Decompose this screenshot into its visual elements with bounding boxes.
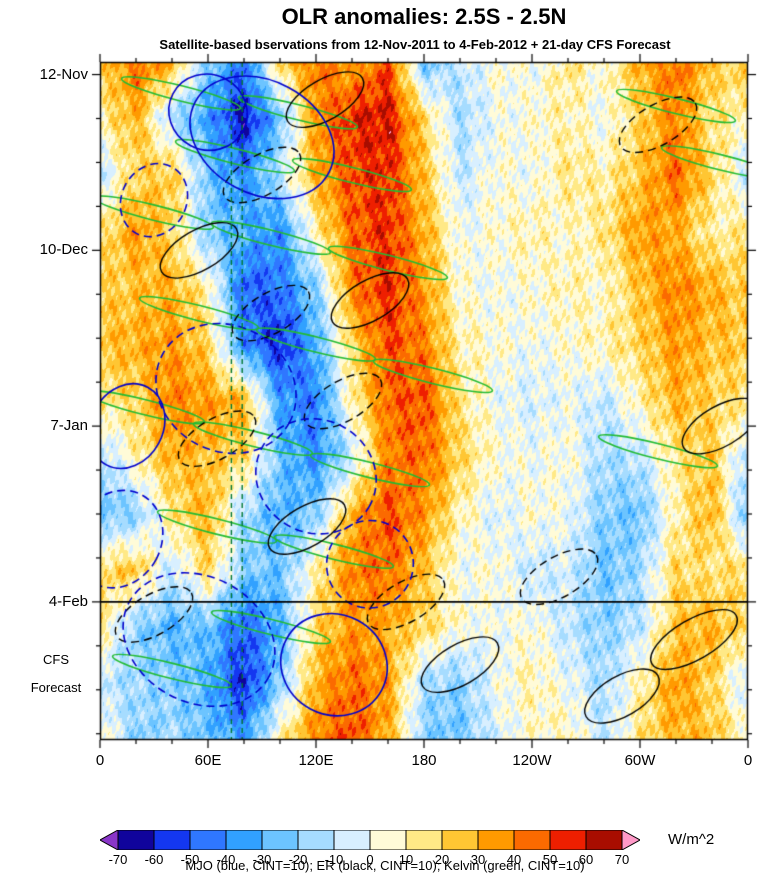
x-axis-tick-label: 180 [411, 752, 437, 769]
colorbar-tick-label: 40 [506, 852, 522, 867]
figure-title: OLR anomalies: 2.5S - 2.5N [281, 4, 567, 29]
x-axis-tick-label: 0 [743, 752, 753, 769]
colorbar-tick-label: 60 [578, 852, 594, 867]
colorbar-tick-label: 30 [470, 852, 486, 867]
y-axis-tick-label: 4-Feb [48, 592, 88, 610]
colorbar-cell [405, 830, 443, 850]
colorbar-cell [513, 830, 551, 850]
y-axis-tick-label: 10-Dec [39, 241, 88, 259]
colorbar-over-arrow [621, 830, 640, 850]
colorbar-tick-label: -70 [108, 852, 128, 867]
units-label: W/m^2 [668, 831, 715, 848]
x-axis-tick-label: 120W [512, 752, 552, 769]
colorbar-tick-label: -20 [288, 852, 308, 867]
cfs-label-line2: Forecast [30, 680, 82, 695]
colorbar-tick-label: -30 [252, 852, 272, 867]
colorbar-tick-label: 20 [434, 852, 450, 867]
contour-legend-caption: MJO (blue, CINT=10); ER (black, CINT=10)… [185, 858, 585, 873]
cfs-label-line1: CFS [43, 652, 69, 667]
colorbar-cell [369, 830, 407, 850]
colorbar-tick-label: 50 [542, 852, 558, 867]
colorbar-cell [153, 830, 191, 850]
colorbar-tick-label: -60 [144, 852, 164, 867]
colorbar-cell [189, 830, 227, 850]
colorbar-tick-label: 70 [614, 852, 630, 867]
y-axis-tick-label: 7-Jan [50, 417, 88, 435]
y-axis-tick-label: 12-Nov [39, 65, 88, 83]
x-axis-tick-label: 60W [624, 752, 656, 769]
colorbar-tick-label: -40 [216, 852, 236, 867]
colorbar [100, 830, 640, 850]
colorbar-cell [333, 830, 371, 850]
x-axis-tick-label: 0 [95, 752, 105, 769]
x-axis-tick-label: 60E [194, 752, 222, 769]
colorbar-cell [117, 830, 155, 850]
colorbar-cell [585, 830, 623, 850]
colorbar-tick-label: 10 [398, 852, 414, 867]
colorbar-tick-label: -10 [324, 852, 344, 867]
colorbar-cell [477, 830, 515, 850]
colorbar-under-arrow [100, 830, 119, 850]
figure-subtitle: Satellite-based bservations from 12-Nov-… [159, 37, 671, 52]
colorbar-tick-label: 0 [366, 852, 374, 867]
colorbar-cell [441, 830, 479, 850]
colorbar-cell [297, 830, 335, 850]
colorbar-cell [261, 830, 299, 850]
colorbar-cell [225, 830, 263, 850]
colorbar-tick-label: -50 [180, 852, 200, 867]
colorbar-cell [549, 830, 587, 850]
x-axis-tick-label: 120E [298, 752, 334, 769]
